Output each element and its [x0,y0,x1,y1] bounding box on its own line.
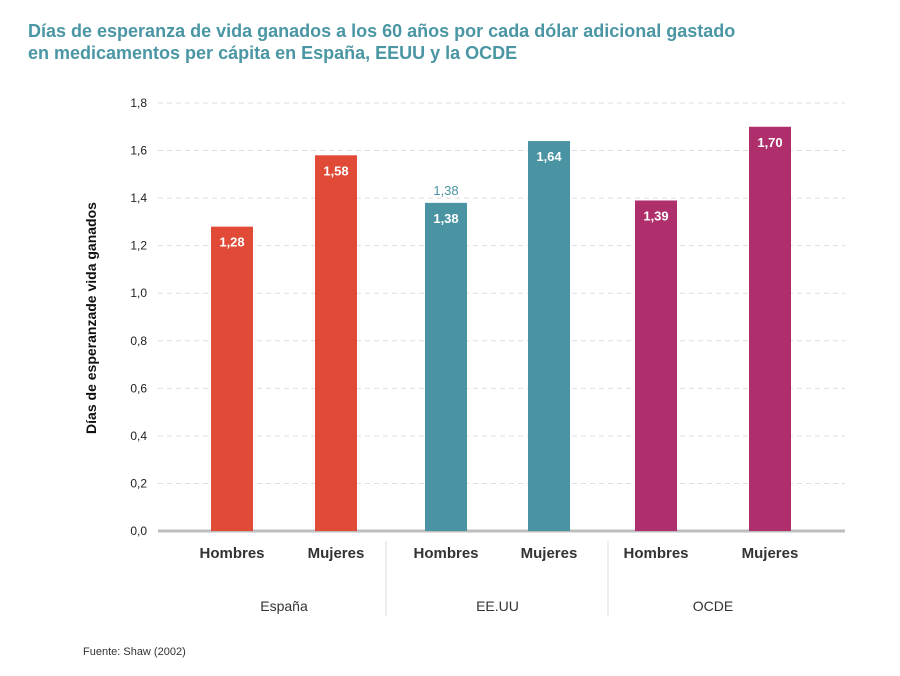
bar [635,200,677,531]
y-tick-label: 1,4 [130,191,147,205]
bar-value-label: 1,39 [643,208,668,223]
group-label: EE.UU [476,598,519,614]
bar [749,126,791,532]
category-label: Mujeres [742,545,799,562]
chart-title-line-1: Días de esperanza de vida ganados a los … [28,21,736,41]
category-label: Mujeres [308,545,365,562]
category-label: Hombres [413,545,478,562]
chart-title-line-2: en medicamentos per cápita en España, EE… [28,43,518,63]
source-note: Fuente: Shaw (2002) [83,646,186,658]
bar-value-label: 1,38 [433,211,458,226]
bar [211,226,253,531]
bar-annotation: 1,38 [433,183,458,198]
y-tick-label: 0,0 [130,524,147,538]
y-tick-label: 1,6 [130,144,147,158]
y-tick-label: 0,6 [130,381,147,395]
y-tick-label: 1,8 [130,96,147,110]
group-label: OCDE [693,598,733,614]
y-tick-label: 1,2 [130,239,147,253]
bar-value-label: 1,58 [323,163,348,178]
bar-value-label: 1,64 [536,149,562,164]
group-label: España [260,598,308,614]
chart-title: Días de esperanza de vida ganados a los … [28,20,788,64]
category-label: Hombres [623,545,688,562]
bar-value-label: 1,70 [757,135,782,150]
bar [315,155,357,532]
y-tick-label: 0,8 [130,334,147,348]
bar [528,141,570,532]
bar [425,202,467,531]
category-label: Mujeres [521,545,578,562]
y-axis-label: Días de esperanzade vida ganados [83,202,99,434]
bar-value-label: 1,28 [219,235,244,250]
category-label: Hombres [199,545,264,562]
y-tick-label: 0,2 [130,476,147,490]
y-tick-label: 1,0 [130,286,147,300]
y-tick-label: 0,4 [130,429,147,443]
